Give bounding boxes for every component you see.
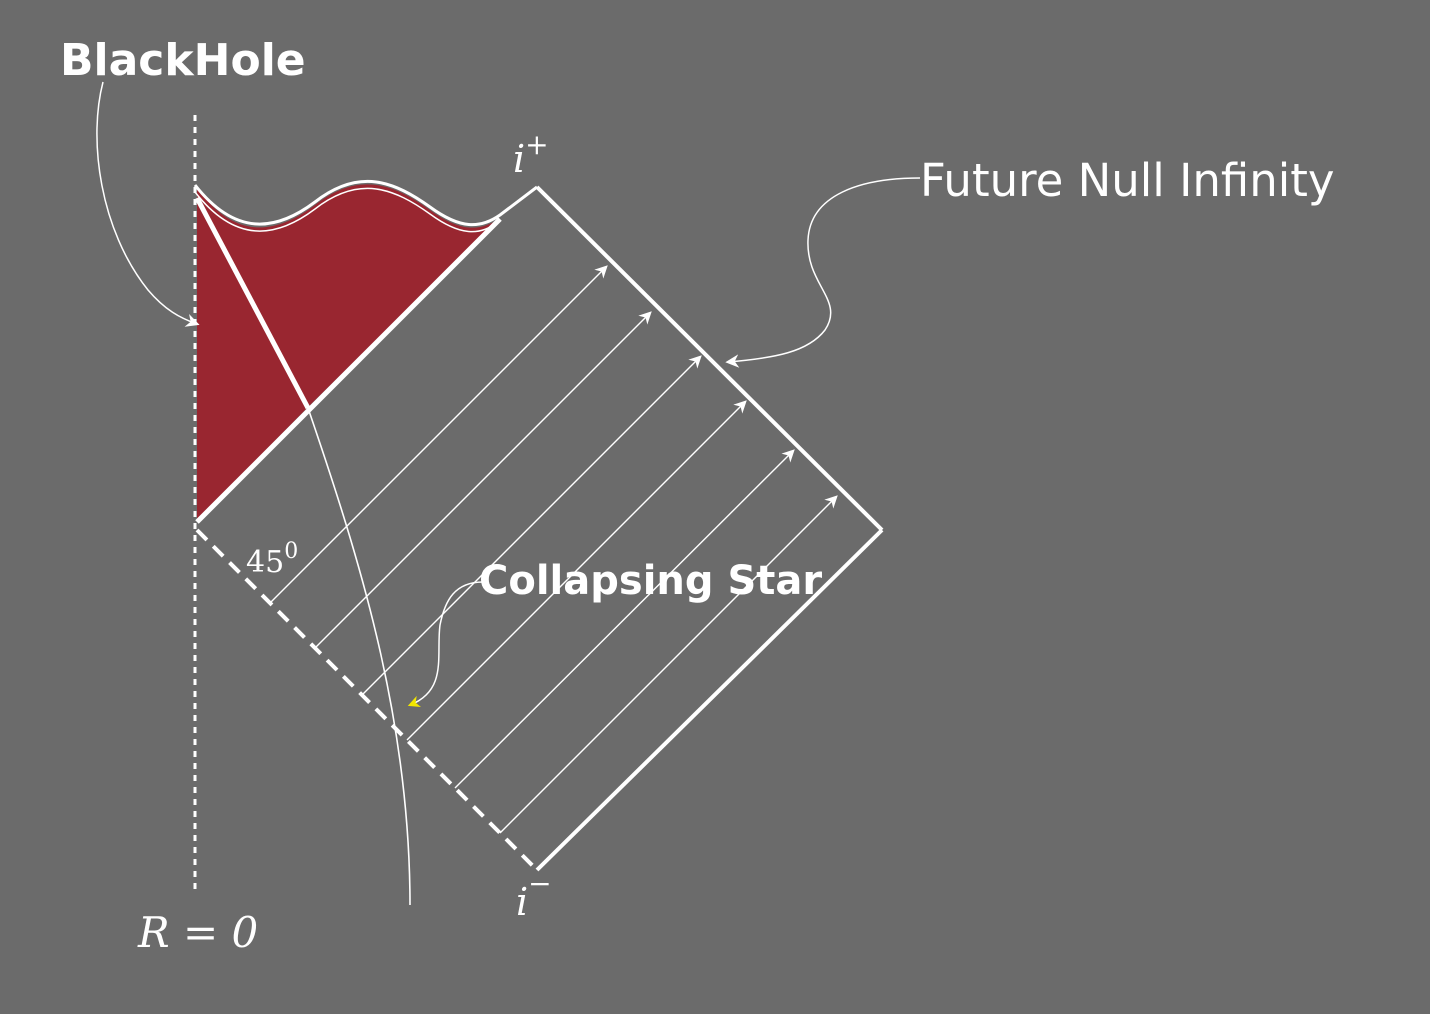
null-ray [406,400,747,741]
past-null-infinity-line [535,528,884,872]
null-rays [269,265,838,834]
null-ray [361,355,702,696]
event-horizon [195,217,502,524]
singularity-line-inner [194,187,499,233]
future-null-infinity-line [535,185,884,532]
black-hole-pointer [96,81,200,327]
i-minus-sup: − [528,867,551,900]
star-worldline [307,407,411,906]
null-ray [499,495,838,834]
black-hole-region [197,184,500,520]
black-hole-label: BlackHole [60,35,306,86]
i-plus-label: i+ [513,128,549,181]
star-surface-inside [194,196,311,410]
future-null-infinity-pointer [725,177,921,368]
null-ray [314,311,652,649]
singularity-line [193,179,538,227]
r-zero-label: R = 0 [137,908,258,957]
i-plus-sup: + [525,128,548,161]
past-boundary-dashed [195,528,539,872]
angle-label: 450 [246,539,298,580]
null-ray [269,265,608,604]
collapsing-star-label: Collapsing Star [479,558,822,604]
i-minus-base: i [516,880,528,924]
i-plus-base: i [513,137,525,181]
collapsing-star-pointer [407,581,484,708]
i-minus-label: i− [516,867,552,924]
angle-sup: 0 [284,539,298,564]
null-ray [454,449,795,789]
angle-base: 45 [246,545,284,580]
future-null-infinity-label: Future Null Infinity [920,154,1335,207]
